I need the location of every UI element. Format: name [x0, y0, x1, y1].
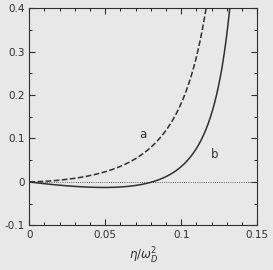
Text: a: a [140, 129, 147, 141]
X-axis label: $\eta/\omega_D^2$: $\eta/\omega_D^2$ [129, 246, 158, 266]
Text: b: b [211, 148, 218, 161]
